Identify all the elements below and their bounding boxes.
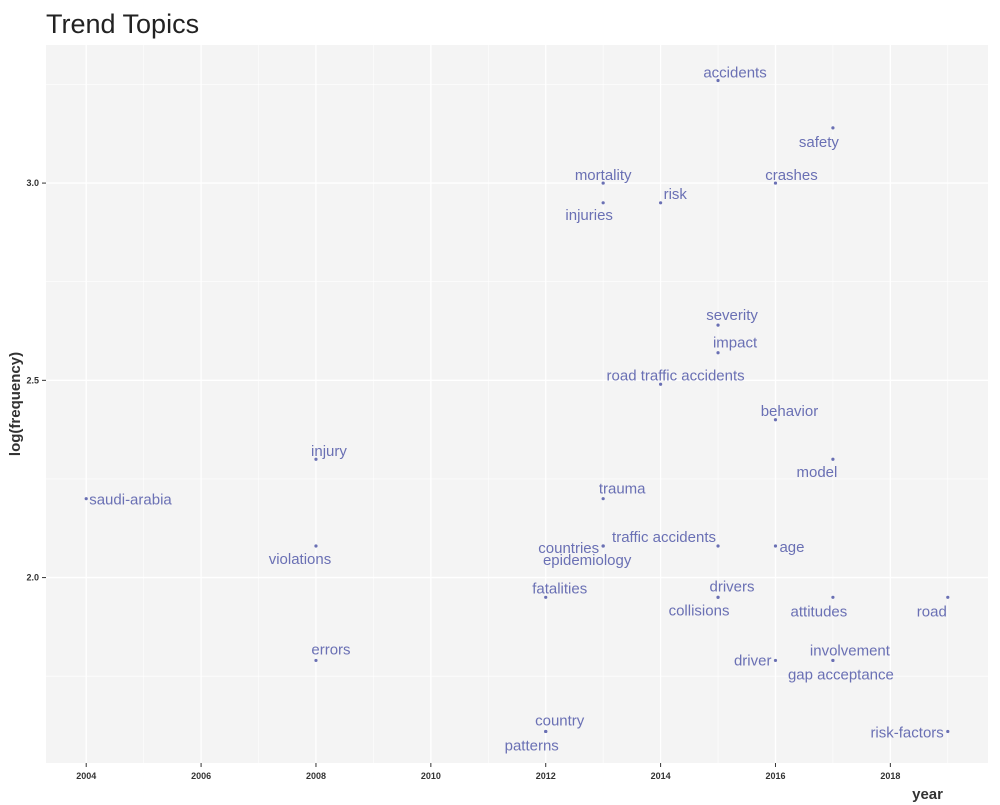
x-tick-label: 2006 [191, 771, 211, 781]
y-tick-label: 2.5 [26, 375, 39, 385]
x-tick-label: 2008 [306, 771, 326, 781]
point-label: safety [799, 134, 840, 151]
point-label: crashes [765, 167, 818, 184]
data-point [601, 181, 605, 185]
data-point [658, 382, 663, 386]
data-point [716, 595, 720, 599]
y-axis-title: log(frequency) [7, 352, 24, 456]
data-point [831, 595, 835, 599]
plot-panel [46, 45, 988, 763]
point-label: errors [311, 641, 350, 658]
point-label: fatalities [532, 580, 587, 597]
point-label: model [796, 464, 837, 481]
chart-title: Trend Topics [46, 9, 199, 39]
point-label: impact [713, 335, 758, 352]
point-label: road [917, 603, 947, 620]
data-point [773, 544, 778, 548]
data-point [601, 544, 605, 548]
point-label: road traffic accidents [607, 367, 745, 384]
point-label: driver [734, 652, 772, 669]
data-point [716, 544, 720, 548]
y-tick-label: 3.0 [26, 178, 39, 188]
point-label: gap acceptance [788, 666, 894, 683]
x-tick-label: 2010 [421, 771, 441, 781]
data-point [314, 658, 318, 663]
point-label: injuries [565, 207, 613, 224]
x-tick-label: 2016 [765, 771, 785, 781]
point-label: attitudes [791, 603, 848, 620]
point-label: behavior [761, 403, 819, 420]
y-axis: 2.0 2.5 3.0 [26, 178, 46, 583]
data-point [84, 497, 88, 501]
data-point [544, 595, 548, 599]
x-axis-title: year [912, 786, 943, 803]
point-label: risk [664, 186, 688, 203]
point-label: patterns [505, 737, 559, 754]
point-label: countries [538, 540, 599, 557]
data-point [773, 418, 778, 422]
point-label: collisions [669, 602, 730, 619]
point-label: age [779, 539, 804, 556]
data-point [773, 181, 778, 185]
x-tick-label: 2014 [651, 771, 671, 781]
point-label: involvement [810, 642, 891, 659]
point-label: mortality [575, 167, 632, 184]
data-point [544, 729, 548, 734]
point-label: injury [311, 443, 347, 460]
data-point [831, 126, 835, 130]
data-point [601, 497, 605, 501]
point-label: saudi-arabia [89, 492, 172, 509]
point-label: traffic accidents [612, 529, 716, 546]
data-point [831, 457, 835, 461]
point-label: country [535, 712, 585, 729]
data-point [716, 351, 720, 355]
data-point [716, 323, 720, 327]
data-point [314, 544, 318, 548]
y-tick-label: 2.0 [26, 573, 39, 583]
point-label: epidemiology [543, 552, 632, 569]
data-point [716, 78, 720, 83]
data-point [658, 201, 663, 205]
x-axis: 2004 2006 2008 2010 2012 2014 2016 2018 [76, 763, 900, 781]
point-label: risk-factors [870, 724, 943, 741]
point-label: drivers [710, 578, 755, 595]
point-label: accidents [703, 65, 766, 82]
point-label: trauma [599, 481, 646, 498]
x-tick-label: 2004 [76, 771, 96, 781]
x-tick-label: 2012 [536, 771, 556, 781]
x-tick-label: 2018 [880, 771, 900, 781]
point-label: severity [706, 307, 758, 324]
data-point [831, 658, 835, 663]
data-point [946, 729, 950, 734]
data-point [601, 201, 605, 205]
point-labels: accidents safety mortality crashes risk injur… [89, 65, 947, 755]
gridlines [28, 45, 988, 763]
data-point [773, 658, 778, 663]
data-points [84, 78, 950, 734]
data-point [946, 595, 950, 599]
point-label: violations [269, 551, 332, 568]
data-point [314, 457, 318, 461]
